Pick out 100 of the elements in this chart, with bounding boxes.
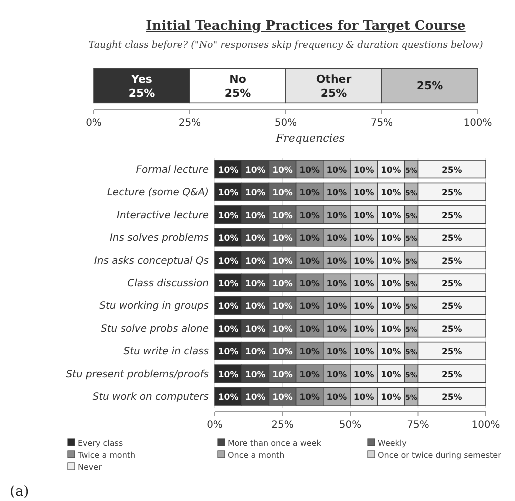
data-label: 25% [442, 234, 463, 244]
data-label: 10% [218, 166, 240, 176]
data-label: 10% [380, 393, 402, 404]
data-label: 10% [245, 324, 266, 335]
data-label: 10% [245, 280, 266, 290]
data-label: 10% [354, 348, 375, 358]
data-label: 25% [442, 211, 463, 222]
legend-label: Twice a month [77, 451, 136, 460]
x-tick-label: 100% [464, 118, 492, 129]
x-tick-label: 0% [86, 118, 102, 129]
data-label: 10% [354, 256, 375, 267]
legend-label: Weekly [378, 439, 408, 448]
data-label: 10% [218, 188, 240, 199]
x-tick-label: 25% [272, 420, 294, 431]
text: (a) [10, 484, 30, 500]
data-label: 10% [326, 234, 348, 244]
legend-label: Every class [78, 439, 124, 448]
series-label: No [230, 73, 247, 86]
legend-label: Once or twice during semester [378, 451, 502, 460]
data-label: 25% [442, 302, 463, 312]
data-label: 10% [218, 370, 240, 380]
x-tick-label: 75% [370, 118, 394, 129]
data-label: 10% [326, 324, 348, 335]
data-label: 10% [380, 166, 402, 176]
data-label: 25% [416, 80, 444, 92]
data-label: 10% [218, 256, 240, 267]
data-label: 10% [272, 348, 294, 358]
data-label: 10% [354, 370, 375, 380]
data-label: 25% [442, 348, 463, 358]
data-label: 10% [218, 324, 240, 335]
y-tick-label: Stu working in groups [100, 301, 209, 312]
data-label: 10% [326, 166, 348, 176]
data-label: 10% [300, 211, 320, 222]
data-label: 25% [442, 280, 463, 290]
data-label: 10% [354, 324, 375, 335]
data-label: 10% [300, 166, 320, 176]
data-label: 10% [245, 348, 266, 358]
data-label: 10% [300, 324, 320, 335]
x-tick-label: 50% [274, 118, 298, 129]
data-label: 10% [272, 302, 294, 312]
data-label: 10% [326, 302, 348, 312]
data-label: 10% [245, 302, 266, 312]
data-label: 10% [380, 211, 402, 222]
data-label: 25% [442, 188, 463, 199]
data-label: 10% [354, 234, 375, 244]
data-label: 10% [354, 302, 375, 312]
x-tick-label: 100% [472, 420, 500, 431]
data-label: 10% [245, 188, 266, 199]
data-label: 10% [272, 188, 294, 199]
y-tick-label: Stu present problems/proofs [66, 369, 209, 380]
data-label: 10% [245, 393, 266, 404]
data-label: 25% [128, 87, 156, 100]
data-label: 25% [442, 324, 463, 335]
data-label: 10% [380, 302, 402, 312]
x-tick-label: 50% [339, 420, 362, 431]
data-label: 10% [245, 370, 266, 380]
data-label: 10% [218, 234, 240, 244]
data-label: 10% [300, 302, 320, 312]
legend-label: More than once a week [228, 439, 322, 448]
data-label: 10% [300, 234, 320, 244]
data-label: 10% [272, 393, 294, 404]
data-label: 25% [442, 370, 463, 380]
y-tick-label: Stu solve probs alone [101, 324, 209, 335]
series-label: Yes [130, 73, 153, 86]
data-label: 10% [245, 211, 266, 222]
data-label: 10% [218, 280, 240, 290]
data-label: 25% [442, 256, 463, 267]
data-label: 25% [442, 166, 463, 176]
data-label: 10% [300, 348, 320, 358]
data-label: 25% [224, 87, 252, 100]
data-label: 10% [326, 348, 348, 358]
data-label: 10% [272, 234, 294, 244]
data-label: 10% [354, 211, 375, 222]
legend-label: Once a month [228, 451, 285, 460]
data-label: 10% [380, 324, 402, 335]
data-label: 10% [380, 370, 402, 380]
y-tick-label: Interactive lecture [117, 210, 209, 222]
data-label: 10% [326, 370, 348, 380]
data-label: 10% [272, 280, 294, 290]
data-label: 10% [245, 256, 266, 267]
data-label: 10% [272, 211, 294, 222]
x-tick-label: 0% [207, 420, 223, 431]
data-label: 10% [300, 256, 320, 267]
data-label: 10% [326, 211, 348, 222]
data-label: 10% [218, 211, 240, 222]
data-label: 10% [354, 166, 375, 176]
chart-title: Initial Teaching Practices for Target Course [146, 19, 466, 34]
data-label: 10% [272, 324, 294, 335]
data-label: 10% [380, 234, 402, 244]
series-label: Other [316, 73, 352, 86]
y-tick-label: Stu work on computers [92, 392, 209, 404]
data-label: 10% [380, 348, 402, 358]
data-label: 10% [245, 166, 266, 176]
data-label: 10% [326, 256, 348, 267]
data-label: 10% [272, 256, 294, 267]
data-label: 25% [320, 87, 348, 100]
data-label: 10% [300, 280, 320, 290]
data-label: 10% [300, 370, 320, 380]
data-label: 10% [300, 188, 320, 199]
data-label: 10% [354, 393, 375, 404]
